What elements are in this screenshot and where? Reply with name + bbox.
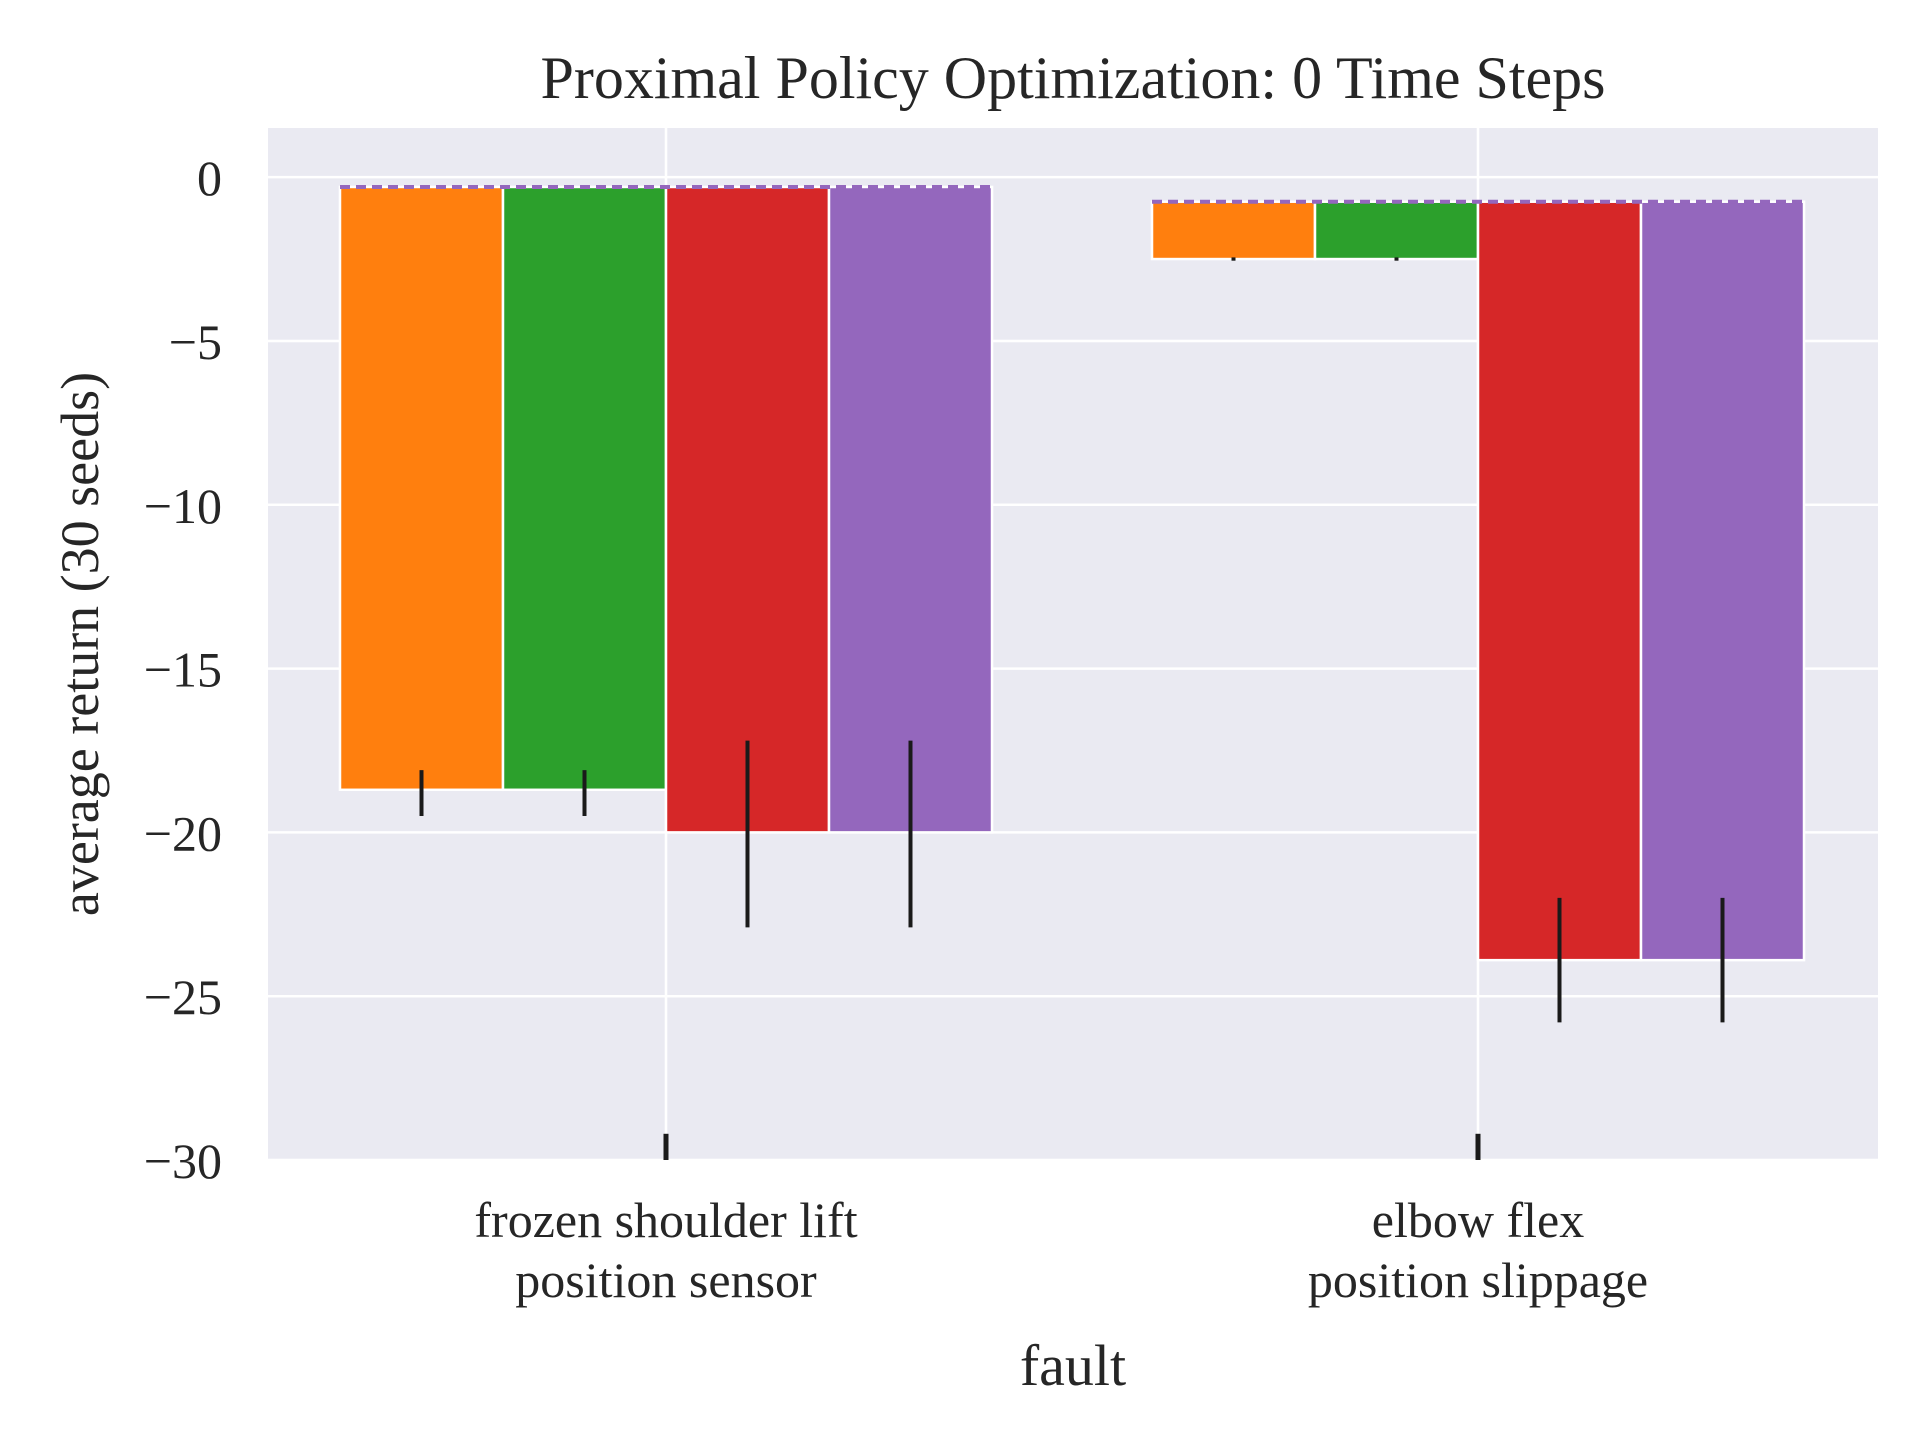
y-axis-label: average return (30 seeds) (50, 372, 110, 916)
bar (1476, 200, 1643, 962)
bar (338, 185, 505, 792)
chart-title: Proximal Policy Optimization: 0 Time Ste… (540, 45, 1605, 111)
bar (664, 185, 831, 834)
y-tick-label: −25 (144, 969, 222, 1025)
bar (827, 185, 994, 834)
bar (1313, 200, 1480, 261)
x-tick-label: elbow flex (1372, 1192, 1584, 1248)
bar (1150, 200, 1317, 261)
x-tick-label: frozen shoulder lift (474, 1192, 857, 1248)
y-tick-label: −15 (144, 642, 222, 698)
x-axis-label: fault (1020, 1333, 1126, 1398)
y-tick-labels: 0 −5 −10 −15 −20 −25 −30 (144, 150, 222, 1189)
bar (1639, 200, 1806, 962)
y-tick-label: −20 (144, 805, 222, 861)
y-tick-label: 0 (197, 150, 222, 206)
bars (338, 185, 1806, 962)
baseline-lines (340, 184, 1804, 204)
x-tick-label: position sensor (515, 1252, 817, 1308)
y-tick-label: −5 (169, 314, 222, 370)
error-bars (419, 257, 1725, 1160)
y-tick-label: −30 (144, 1133, 222, 1189)
bar (501, 185, 668, 792)
y-tick-label: −10 (144, 478, 222, 534)
x-tick-label: position slippage (1308, 1252, 1648, 1308)
